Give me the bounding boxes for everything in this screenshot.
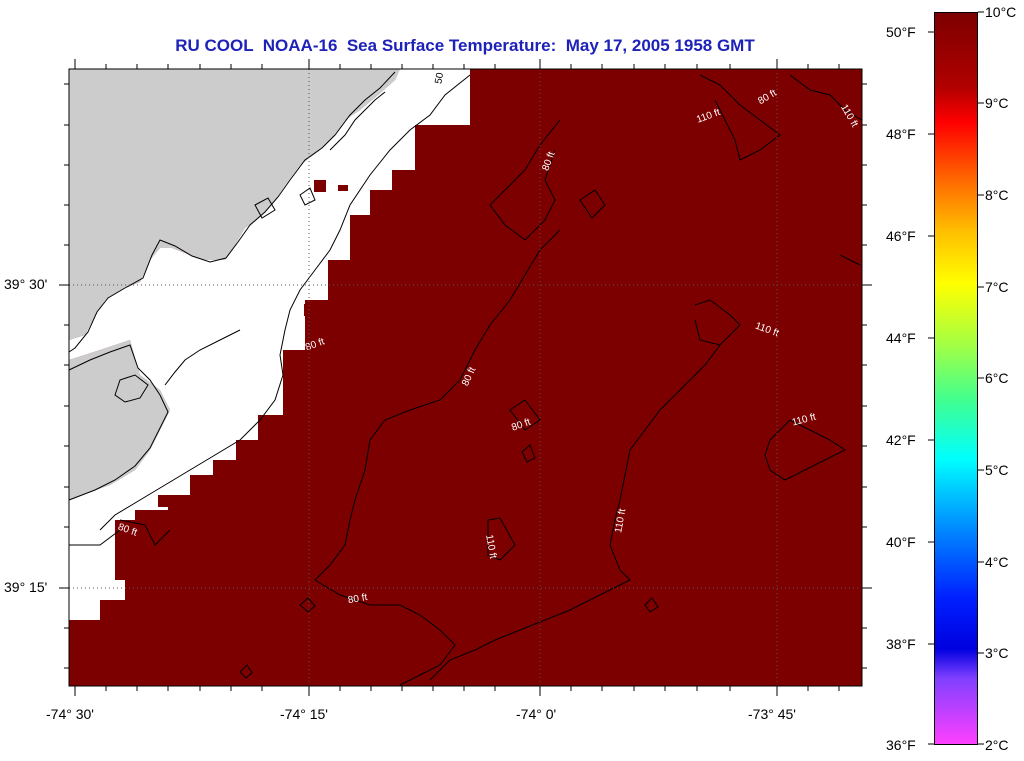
contour-label: 80 ft	[347, 592, 368, 606]
colorbar-f-label: 40°F	[886, 534, 916, 550]
colorbar-c-label: 6°C	[985, 370, 1009, 386]
colorbar-c-label: 5°C	[985, 462, 1009, 478]
sst-pixel-patch	[158, 495, 180, 507]
colorbar-c-label: 8°C	[985, 187, 1009, 203]
colorbar-c-label: 3°C	[985, 645, 1009, 661]
colorbar-f-label: 48°F	[886, 126, 916, 142]
contour-label: 110 ft	[483, 534, 498, 560]
colorbar-c-label: 10°C	[985, 4, 1017, 20]
colorbar-c-label: 7°C	[985, 279, 1009, 295]
colorbar-f-label: 42°F	[886, 432, 916, 448]
lon-label: -74° 0'	[516, 706, 557, 722]
lat-label: 39° 15'	[4, 579, 48, 595]
sst-pixel-patch	[304, 304, 328, 316]
lat-label: 39° 30'	[4, 276, 48, 292]
colorbar-f-label: 46°F	[886, 228, 916, 244]
contour-label: 110 ft	[613, 508, 628, 534]
colorbar-c-label: 2°C	[985, 737, 1009, 753]
colorbar-f-label: 50°F	[886, 24, 916, 40]
colorbar-c-label: 9°C	[985, 95, 1009, 111]
lon-label: -74° 30'	[46, 706, 94, 722]
land-area-south	[69, 340, 170, 500]
colorbar-f-label: 36°F	[886, 737, 916, 753]
sst-pixel-patch	[314, 180, 326, 192]
colorbar-c-label: 4°C	[985, 554, 1009, 570]
axis-ticks	[59, 59, 872, 696]
sst-pixel-patch	[338, 185, 348, 191]
colorbar-f-label: 38°F	[886, 636, 916, 652]
contour-label: 50	[433, 72, 446, 85]
graticule	[69, 69, 862, 686]
map-title: RU COOL NOAA-16 Sea Surface Temperature:…	[175, 36, 755, 55]
lon-label: -73° 45'	[748, 706, 796, 722]
coastline	[68, 71, 396, 546]
temperature-colorbar	[934, 12, 978, 745]
plot-frame	[68, 68, 863, 687]
colorbar-f-label: 44°F	[886, 330, 916, 346]
lon-label: -74° 15'	[280, 706, 328, 722]
land-area	[69, 69, 400, 340]
bathymetry-contours	[99, 74, 863, 686]
